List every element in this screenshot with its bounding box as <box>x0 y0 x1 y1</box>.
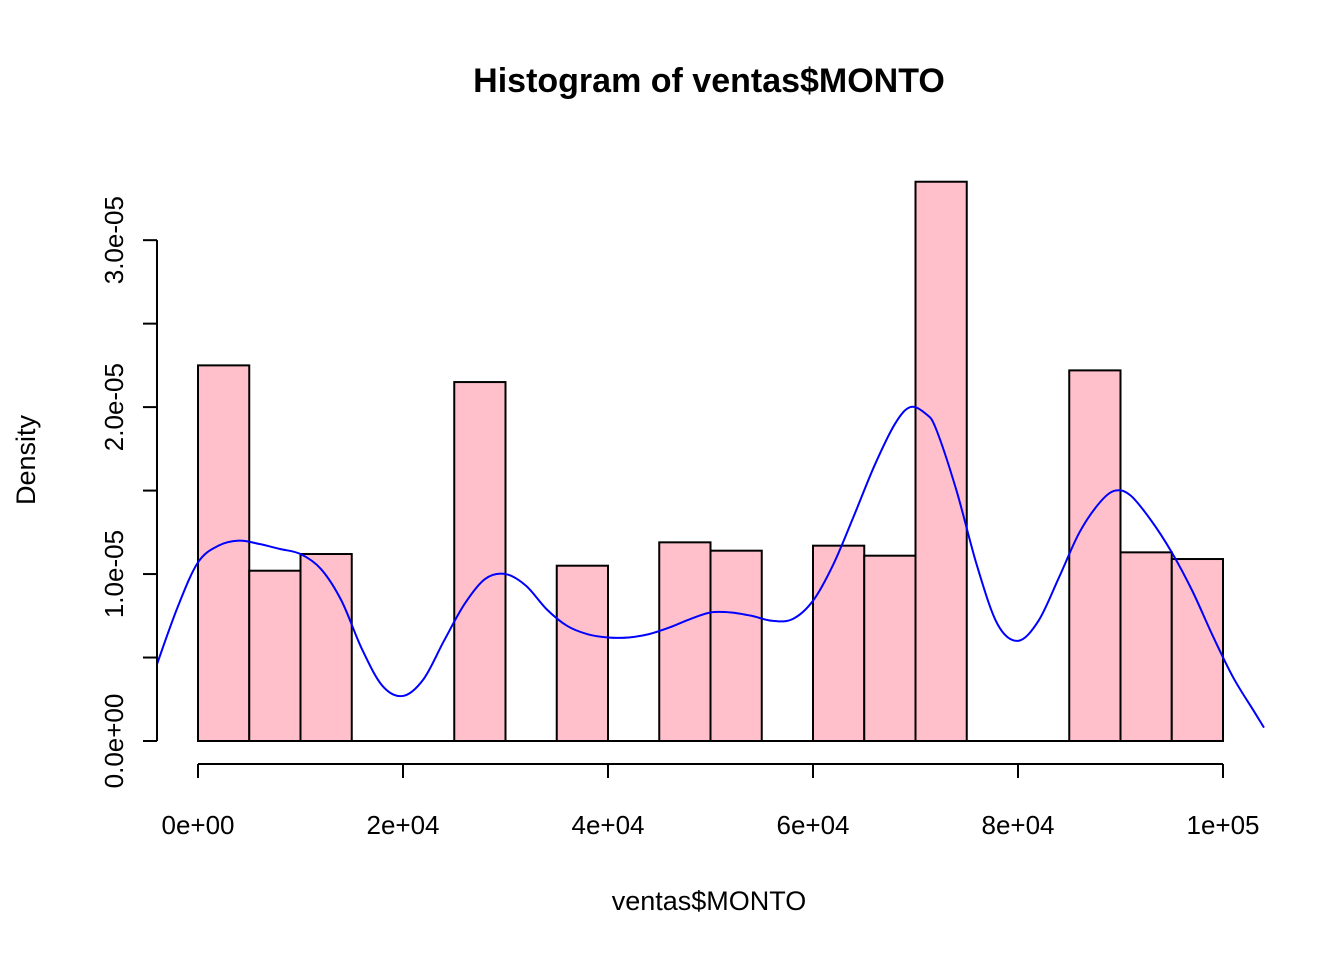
histogram-bar-13 <box>863 554 917 742</box>
x-tick-label-5: 1e+05 <box>1186 810 1259 840</box>
x-tick-label-3: 6e+04 <box>776 810 849 840</box>
histogram-bar-7 <box>555 564 609 742</box>
density-curve-group <box>156 405 1265 729</box>
histogram-bar-5 <box>453 381 507 742</box>
histogram-bar-2 <box>299 553 353 742</box>
y-tick-label-0: 0.0e+00 <box>99 694 129 789</box>
y-tick-label-2: 1.0e-05 <box>99 530 129 618</box>
histogram-bars <box>197 180 1224 743</box>
x-tick-label-4: 8e+04 <box>981 810 1054 840</box>
histogram-bar-9 <box>658 541 712 743</box>
histogram-bar-14 <box>914 180 968 743</box>
histogram-bar-1 <box>248 569 302 743</box>
y-tick-label-6: 3.0e-05 <box>99 196 129 284</box>
x-tick-label-2: 4e+04 <box>571 810 644 840</box>
histogram-bar-17 <box>1068 369 1122 742</box>
y-axis-label: Density <box>11 414 41 505</box>
x-tick-label-1: 2e+04 <box>366 810 439 840</box>
x-tick-label-0: 0e+00 <box>161 810 234 840</box>
density-curve <box>156 405 1265 729</box>
histogram-bar-19 <box>1170 558 1224 743</box>
y-axis: 0.0e+00 1.0e-05 2.0e-05 3.0e-05 <box>99 196 158 789</box>
histogram-bar-18 <box>1119 551 1173 742</box>
x-axis-label: ventas$MONTO <box>612 886 807 916</box>
chart-title: Histogram of ventas$MONTO <box>473 62 945 100</box>
histogram-bar-10 <box>709 549 763 743</box>
histogram-bar-12 <box>812 544 866 742</box>
y-tick-label-4: 2.0e-05 <box>99 363 129 451</box>
x-axis: 0e+00 2e+04 4e+04 6e+04 8e+04 1e+05 <box>161 763 1260 840</box>
